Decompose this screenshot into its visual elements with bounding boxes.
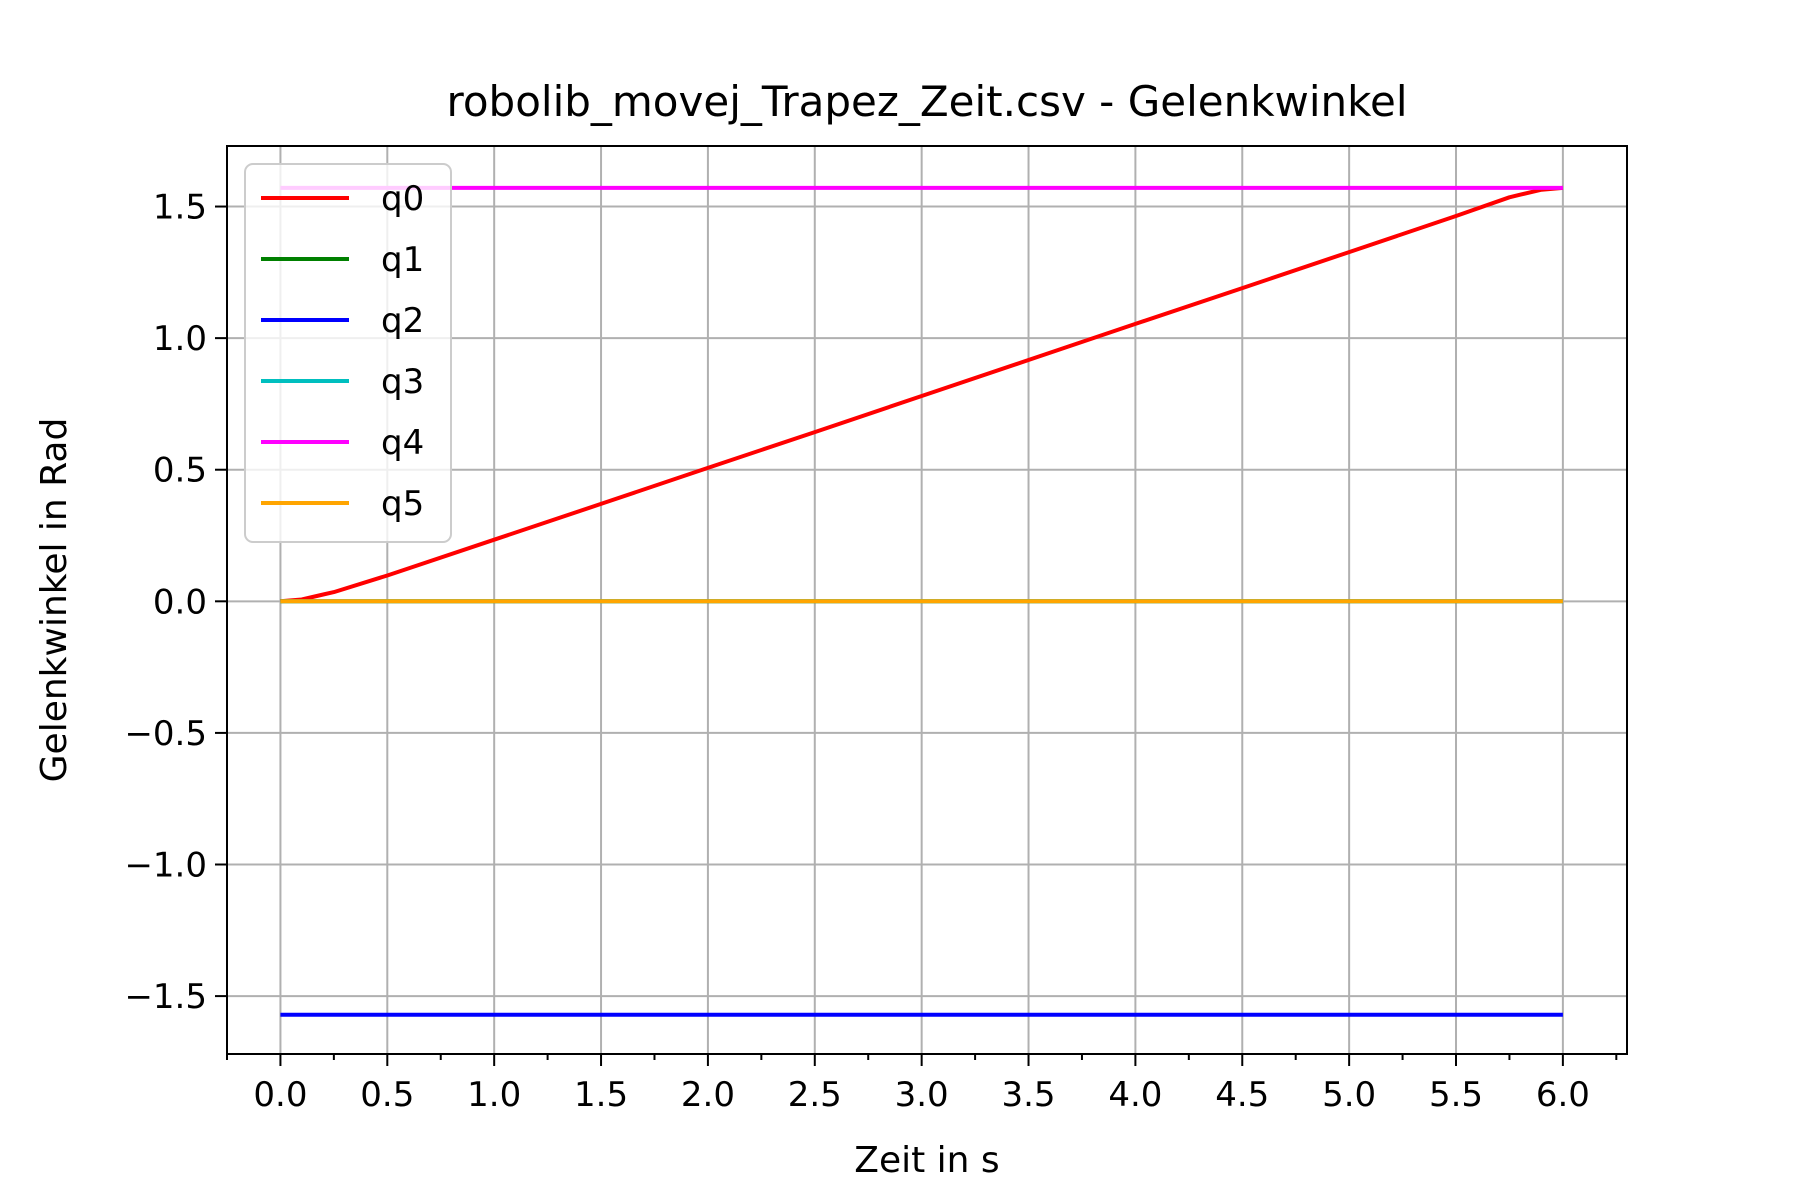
y-axis: −1.5 −1.0 −0.5 0.0 0.5 1.0 1.5 <box>124 188 227 1017</box>
x-tick-label: 2.0 <box>681 1075 735 1115</box>
x-axis: 0.0 0.5 1.0 1.5 2.0 2.5 3.0 3.5 4.0 4.5 5.0 5.5 6.0 <box>226 1054 1618 1115</box>
y-tick-label: 0.5 <box>153 451 207 491</box>
x-tick-label: 5.0 <box>1322 1075 1376 1115</box>
x-tick-label: 6.0 <box>1536 1075 1590 1115</box>
legend-label-q3: q3 <box>381 362 424 402</box>
x-tick-label: 1.0 <box>467 1075 521 1115</box>
plot-frame <box>226 145 1628 1055</box>
legend-label-q1: q1 <box>381 240 424 280</box>
y-tick-label: −0.5 <box>124 714 207 754</box>
y-axis-label: Gelenkwinkel in Rad <box>34 418 75 783</box>
x-tick-label: 4.0 <box>1108 1075 1162 1115</box>
x-tick-label: 3.5 <box>1001 1075 1055 1115</box>
legend-label-q4: q4 <box>381 423 424 463</box>
legend-label-q2: q2 <box>381 301 424 341</box>
y-tick-label: 1.0 <box>153 319 207 359</box>
series-layer <box>280 185 1564 1017</box>
x-tick-label: 2.5 <box>788 1075 842 1115</box>
y-tick-label: 0.0 <box>153 582 207 622</box>
x-tick-label: 4.5 <box>1215 1075 1269 1115</box>
x-tick-label: 0.0 <box>253 1075 307 1115</box>
x-tick-label: 0.5 <box>360 1075 414 1115</box>
chart-title: robolib_movej_Trapez_Zeit.csv - Gelenkwi… <box>447 77 1408 126</box>
x-tick-label: 5.5 <box>1429 1075 1483 1115</box>
x-axis-label: Zeit in s <box>854 1140 999 1181</box>
series-line-q0 <box>280 185 1564 604</box>
legend-label-q5: q5 <box>381 484 424 524</box>
y-tick-label: 1.5 <box>153 188 207 228</box>
y-tick-label: −1.0 <box>124 846 207 886</box>
y-tick-label: −1.5 <box>124 977 207 1017</box>
legend: q0 q1 q2 q3 q4 q5 <box>244 163 452 543</box>
x-tick-label: 1.5 <box>574 1075 628 1115</box>
x-tick-label: 3.0 <box>895 1075 949 1115</box>
legend-label-q0: q0 <box>381 179 424 219</box>
